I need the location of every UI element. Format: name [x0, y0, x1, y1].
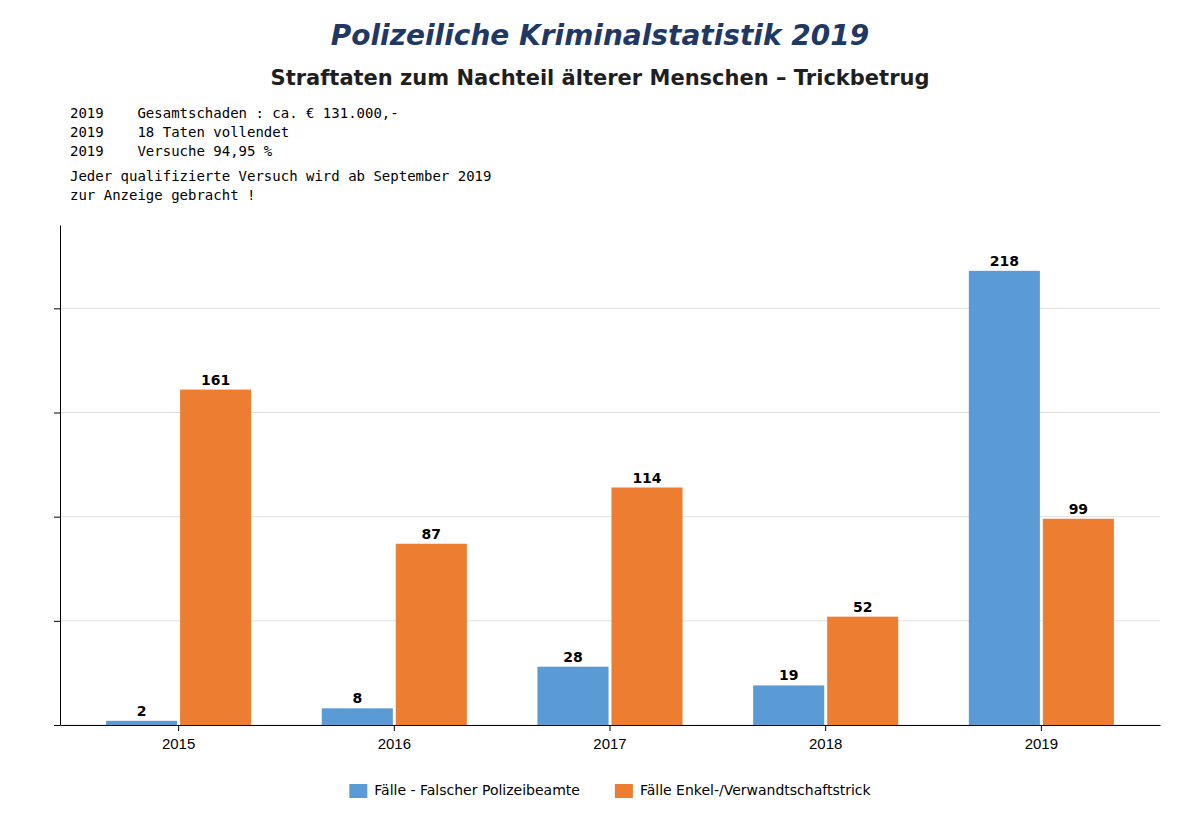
legend-swatch [349, 784, 367, 798]
legend-label: Fälle Enkel-/Verwandtschaftstrick [640, 782, 872, 798]
series [106, 271, 1040, 725]
title: Polizeiliche Kriminalstatistik 2019 [331, 19, 869, 52]
x-tick: 2019 [1025, 725, 1058, 752]
legend-label: Fälle - Falscher Polizeibeamte [374, 782, 580, 798]
x-tick: 2015 [162, 725, 195, 752]
bar [1043, 519, 1114, 725]
x-tick-label: 2016 [378, 735, 411, 752]
y-tick [54, 308, 60, 309]
bar [969, 271, 1040, 725]
data-label: 52 [853, 599, 872, 615]
y-tick-mark [54, 621, 60, 622]
bar [322, 708, 393, 725]
y-axis [54, 226, 61, 726]
bar [106, 721, 177, 725]
data-label: 99 [1069, 501, 1088, 517]
x-tick-mark [1041, 725, 1042, 731]
x-tick: 2016 [378, 725, 411, 752]
bar [396, 544, 467, 725]
data-labels: 282819218161871145299 [137, 253, 1088, 719]
x-tick-label: 2015 [162, 735, 195, 752]
y-axis-line [60, 226, 61, 726]
annotation: 2019 18 Taten vollendet [70, 124, 289, 140]
x-tick: 2018 [809, 725, 842, 752]
data-label: 87 [422, 526, 441, 542]
y-tick [54, 413, 60, 414]
data-label: 19 [779, 667, 798, 683]
annotations: 2019 Gesamtschaden : ca. € 131.000,- 2019… [70, 105, 491, 203]
bar [827, 617, 898, 725]
annotation: Jeder qualifizierte Versuch wird ab Sept… [70, 168, 491, 184]
x-tick-label: 2018 [809, 735, 842, 752]
series [180, 390, 1114, 725]
chart: Polizeiliche Kriminalstatistik 2019 Straf… [0, 0, 1200, 830]
x-tick-mark [394, 725, 395, 731]
y-tick-mark [54, 725, 60, 726]
data-label: 161 [201, 372, 230, 388]
annotation: zur Anzeige gebracht ! [70, 187, 255, 203]
legend-item: Fälle Enkel-/Verwandtschaftstrick [615, 782, 872, 798]
bar [753, 685, 824, 725]
plot: 2828192181618711452992015201620172018201… [54, 226, 1161, 753]
annotation: 2019 Versuche 94,95 % [70, 143, 273, 159]
x-tick-mark [825, 725, 826, 731]
legend-swatch [615, 784, 633, 798]
x-tick-mark [178, 725, 179, 731]
x-tick-label: 2017 [593, 735, 626, 752]
subtitle: Straftaten zum Nachteil älterer Menschen… [271, 66, 930, 90]
y-tick-mark [54, 308, 60, 309]
bar [180, 390, 251, 725]
data-label: 2 [137, 703, 147, 719]
y-tick-mark [54, 413, 60, 414]
x-axis: 2015 2016 2017 2018 2019 [61, 725, 1161, 752]
y-tick [54, 517, 60, 518]
bars [106, 271, 1114, 725]
data-label: 28 [563, 649, 582, 665]
x-tick-label: 2019 [1025, 735, 1058, 752]
legend-item: Fälle - Falscher Polizeibeamte [349, 782, 580, 798]
bar [611, 488, 682, 726]
data-label: 218 [990, 253, 1019, 269]
annotation: 2019 Gesamtschaden : ca. € 131.000,- [70, 105, 399, 121]
x-tick-mark [610, 725, 611, 731]
x-tick: 2017 [593, 725, 626, 752]
data-label: 114 [632, 470, 661, 486]
y-tick [54, 725, 60, 726]
y-tick [54, 621, 60, 622]
data-label: 8 [352, 690, 362, 706]
y-tick-mark [54, 517, 60, 518]
bar [537, 667, 608, 725]
legend: Fälle - Falscher Polizeibeamte Fälle Enke… [349, 782, 871, 798]
